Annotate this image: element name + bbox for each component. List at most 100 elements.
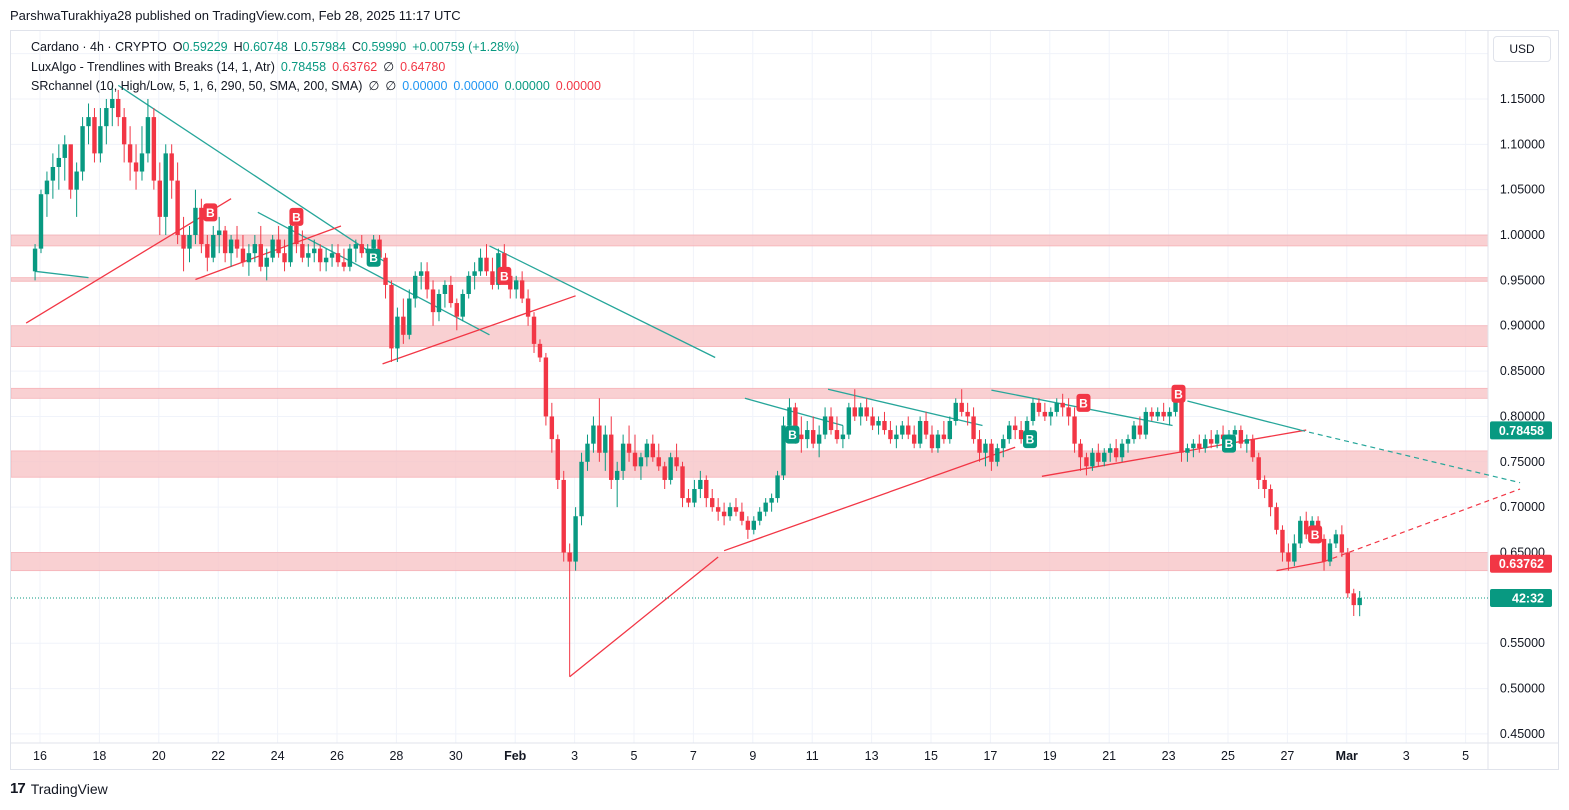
candle-down [1161, 411, 1166, 417]
candle-down [1339, 534, 1345, 553]
candle-up [139, 153, 145, 172]
price-axis-tick: 1.00000 [1500, 228, 1545, 242]
candle-down [852, 407, 857, 417]
candle-up [805, 430, 810, 440]
candle-down [971, 416, 976, 440]
candle-up [1298, 520, 1303, 544]
bullish-break-marker-box [1023, 430, 1038, 449]
candle-down [959, 402, 964, 412]
candle-down [1351, 593, 1356, 606]
candle-down [133, 162, 139, 172]
time-axis-tick: 30 [449, 749, 463, 763]
legend-srchannel-value-3: 0.00000 [504, 79, 550, 93]
candle-down [1137, 425, 1143, 435]
legend-luxalgo-name[interactable]: LuxAlgo - Trendlines with Breaks (14, 1,… [31, 60, 275, 74]
candle-up [211, 235, 216, 258]
tradingview-logo[interactable]: 17 TradingView [10, 780, 108, 797]
candle-down [870, 416, 875, 426]
bullish-break-marker: B [366, 248, 381, 267]
candle-up [1327, 543, 1333, 562]
candle-down [561, 479, 566, 553]
price-axis-tick: 0.80000 [1500, 409, 1545, 423]
candle-up [614, 470, 620, 480]
candle-up [1030, 402, 1036, 421]
candle-up [1173, 398, 1178, 412]
candle-down [543, 357, 549, 417]
candle-up [86, 117, 91, 127]
candle-down [1250, 439, 1255, 458]
time-axis-tick: 13 [865, 749, 879, 763]
time-axis-tick: 9 [749, 749, 756, 763]
bullish-break-marker-label: B [1026, 433, 1035, 447]
legend-symbol[interactable]: Cardano · 4h · CRYPTO [31, 40, 167, 54]
candle-down [1274, 507, 1279, 530]
bearish-break-marker-box [1308, 525, 1323, 544]
currency-button[interactable]: USD [1493, 36, 1551, 62]
chart-frame[interactable]: BBBBBBBBBB1.200001.150001.100001.050001.… [10, 30, 1559, 770]
bearish-break-marker-box [289, 207, 304, 226]
candle-up [323, 257, 329, 263]
candle-up [816, 434, 822, 444]
candle-up [822, 416, 828, 435]
price-tag-box [1490, 588, 1552, 607]
price-axis-tick: 0.90000 [1500, 319, 1545, 333]
bullish-break-marker-label: B [1225, 437, 1234, 451]
candle-down [549, 416, 555, 440]
support-trendline [1276, 560, 1325, 572]
time-axis-tick: 23 [1162, 749, 1176, 763]
bearish-break-marker: B [497, 266, 512, 285]
candle-down [1208, 439, 1214, 444]
candle-up [876, 420, 881, 426]
bullish-break-marker-label: B [788, 428, 797, 442]
candle-down [911, 434, 917, 444]
candle-down [662, 466, 667, 480]
candle-down [1084, 457, 1089, 467]
legend-srchannel-name[interactable]: SRchannel (10, High/Low, 5, 1, 6, 290, 5… [31, 79, 363, 93]
candle-up [1131, 425, 1137, 440]
candle-up [995, 448, 1000, 462]
candle-up [894, 434, 899, 440]
candle-down [121, 117, 127, 145]
price-axis-tick: 0.95000 [1500, 273, 1545, 287]
support-trendline [382, 295, 576, 365]
legend-open-value: 0.59229 [182, 40, 228, 54]
candle-down [531, 316, 537, 344]
candle-down [424, 271, 430, 290]
time-axis-tick: 19 [1043, 749, 1057, 763]
sr-zone [11, 552, 1489, 572]
candle-up [74, 171, 79, 190]
legend-luxalgo-value-1: 0.78458 [280, 60, 327, 74]
price-axis-tick: 0.70000 [1500, 500, 1545, 514]
price-tag-label: 0.78458 [1499, 424, 1544, 438]
candle-up [620, 443, 626, 471]
candle-up [228, 239, 234, 254]
candle-up [472, 271, 477, 276]
candle-down [739, 511, 745, 521]
candle-down [234, 239, 240, 249]
candle-down [300, 244, 305, 258]
legend-srchannel-value-1: 0.00000 [402, 79, 448, 93]
candle-down [377, 239, 382, 258]
candle-down [294, 225, 299, 245]
price-tag: 0.78458 [1490, 421, 1552, 440]
candle-up [478, 257, 483, 272]
candle-down [199, 207, 204, 245]
candle-down [674, 457, 679, 467]
support-trendline [723, 446, 1016, 552]
price-tag-box [1490, 421, 1552, 440]
candle-up [1191, 443, 1196, 449]
candle-up [1024, 420, 1030, 440]
resistance-trendline [34, 270, 89, 279]
time-axis-tick: 18 [92, 749, 106, 763]
legend-high-label: H [233, 40, 243, 54]
legend-luxalgo-value-3: 0.64780 [400, 60, 446, 74]
candle-up [1143, 411, 1149, 435]
candle-down [597, 425, 602, 453]
time-axis-tick: Feb [504, 749, 527, 763]
price-chart[interactable]: BBBBBBBBBB1.200001.150001.100001.050001.… [11, 31, 1558, 769]
legend-high-value: 0.60748 [242, 40, 288, 54]
candle-down [502, 253, 507, 276]
candle-up [1357, 597, 1362, 606]
candle-down [317, 248, 323, 263]
candle-up [288, 225, 293, 263]
